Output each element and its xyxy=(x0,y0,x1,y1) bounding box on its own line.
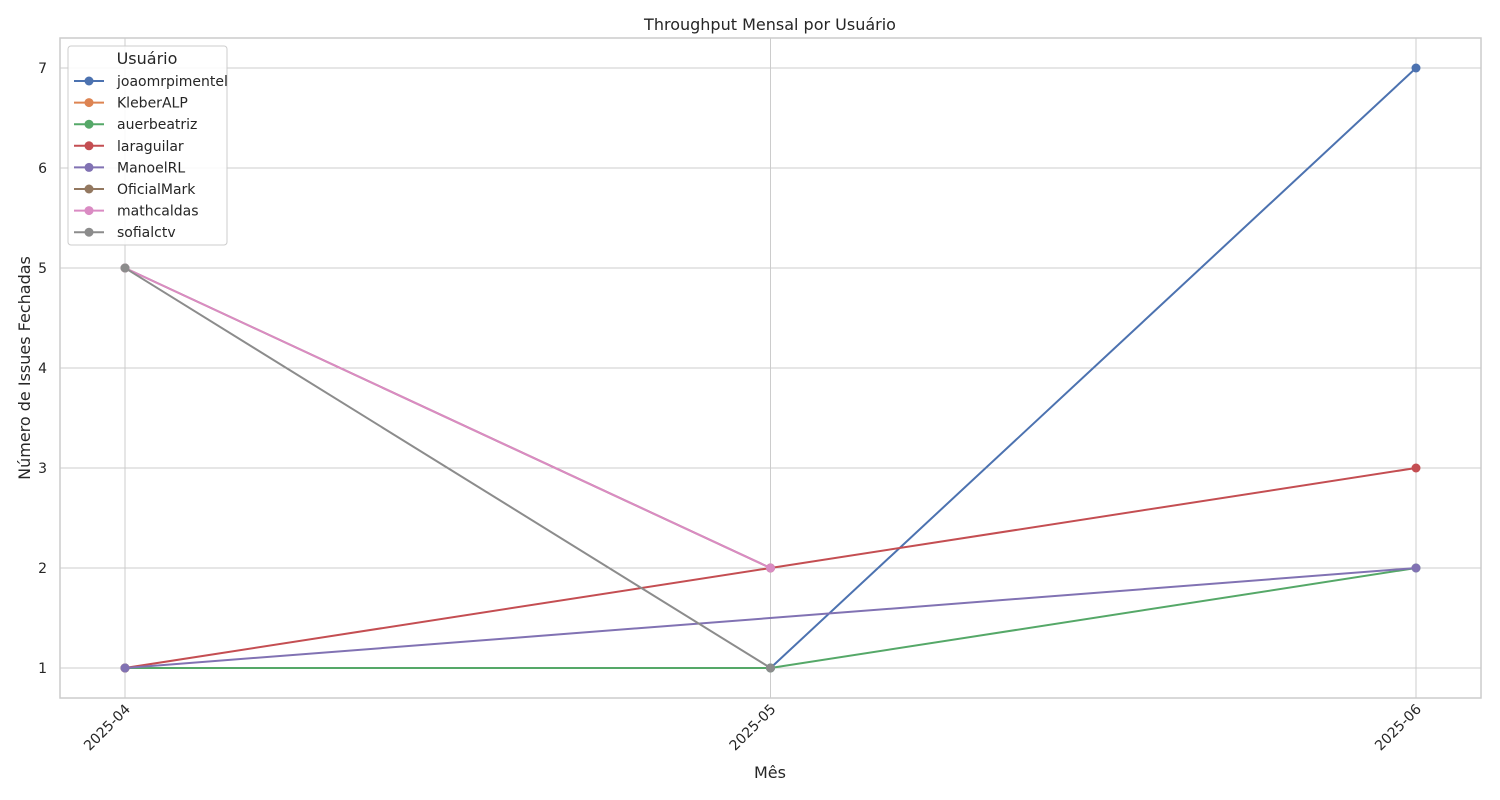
legend-box xyxy=(67,45,228,246)
legend-label: laraguilar xyxy=(117,139,184,155)
series-mathcaldas xyxy=(120,263,775,573)
legend-marker xyxy=(84,98,94,108)
data-point xyxy=(1411,63,1421,73)
y-tick-label: 4 xyxy=(38,361,47,377)
legend-item: ManoelRL xyxy=(74,160,185,176)
data-point xyxy=(120,663,130,673)
legend-item: joaomrpimentel xyxy=(74,74,228,90)
y-tick-label: 7 xyxy=(38,61,47,77)
legend-item: auerbeatriz xyxy=(74,117,197,133)
series-line xyxy=(769,67,1417,669)
legend-item: mathcaldas xyxy=(74,204,199,220)
data-point xyxy=(1411,563,1421,573)
x-axis-title: Mês xyxy=(754,763,786,782)
x-tick-label: 2025-05 xyxy=(727,702,780,755)
plot-frame xyxy=(59,37,1482,699)
legend-marker xyxy=(84,184,94,194)
y-axis-title: Número de Issues Fechadas xyxy=(15,256,34,480)
data-point xyxy=(766,563,775,573)
series-ManoelRL xyxy=(120,563,1421,673)
y-tick-label: 3 xyxy=(38,461,47,477)
series-line xyxy=(124,567,1417,669)
legend-label: ManoelRL xyxy=(117,160,185,176)
legend-label: joaomrpimentel xyxy=(116,74,228,90)
y-tick-label: 5 xyxy=(38,261,47,277)
series-layer xyxy=(120,63,1421,673)
legend-item: OficialMark xyxy=(74,182,196,198)
legend-item: laraguilar xyxy=(74,139,184,155)
legend-marker xyxy=(84,76,94,86)
legend-title: Usuário xyxy=(117,49,178,68)
legend-label: KleberALP xyxy=(117,96,188,112)
legend-marker xyxy=(84,119,94,129)
legend-label: OficialMark xyxy=(117,182,196,198)
legend-items: joaomrpimentel KleberALP auerbeatriz laragu… xyxy=(74,74,228,241)
grid xyxy=(60,38,1481,698)
series-sofialctv xyxy=(120,263,775,673)
legend-item: KleberALP xyxy=(74,96,188,112)
data-point xyxy=(1411,463,1421,473)
legend-label: auerbeatriz xyxy=(117,117,197,133)
y-tick-label: 6 xyxy=(38,161,47,177)
y-tick-label: 2 xyxy=(38,561,47,577)
data-point xyxy=(766,663,775,673)
legend-item: sofialctv xyxy=(74,225,176,241)
legend-marker xyxy=(84,141,94,151)
series-line xyxy=(124,267,771,569)
legend-label: mathcaldas xyxy=(117,204,199,220)
data-point xyxy=(120,263,130,273)
y-tick-label: 1 xyxy=(38,661,47,677)
legend-label: sofialctv xyxy=(117,225,176,241)
legend-marker xyxy=(84,227,94,237)
series-line xyxy=(124,267,772,669)
legend-marker xyxy=(84,162,94,172)
x-tick-label: 2025-06 xyxy=(1372,701,1425,754)
chart-title: Throughput Mensal por Usuário xyxy=(643,15,896,34)
legend-marker xyxy=(84,206,94,216)
legend: Usuário joaomrpimentel KleberALP auerbeatr… xyxy=(67,45,228,246)
x-tick-label: 2025-04 xyxy=(81,701,134,754)
